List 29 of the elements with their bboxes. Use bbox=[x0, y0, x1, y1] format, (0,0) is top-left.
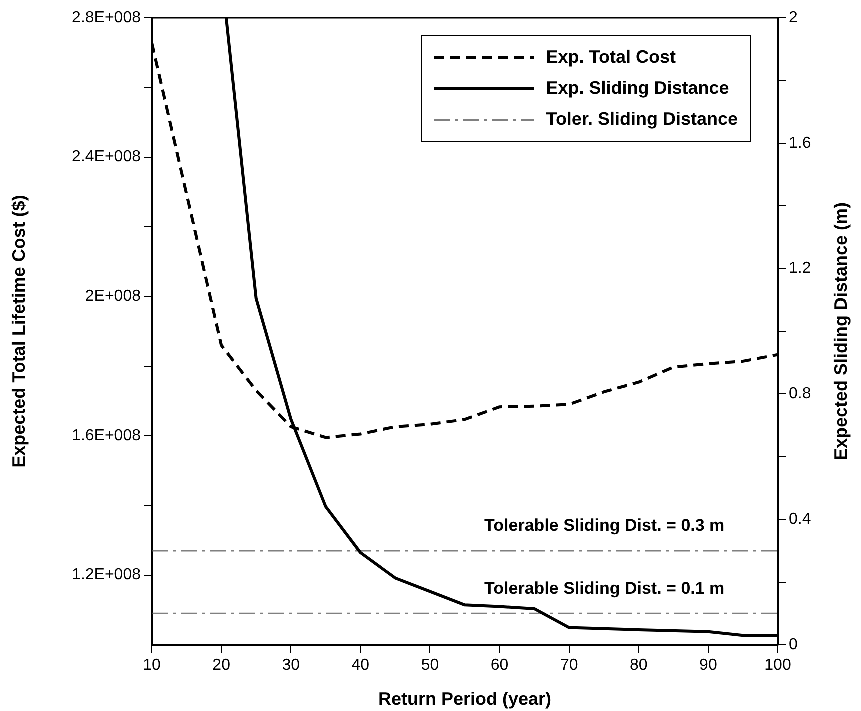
y-tick-label: 2.8E+008 bbox=[72, 9, 142, 26]
y-tick-label: 2.4E+008 bbox=[72, 148, 142, 166]
annotation: Tolerable Sliding Dist. = 0.1 m bbox=[484, 578, 725, 598]
y2-tick-label: 0.4 bbox=[789, 511, 812, 528]
y-axis-title: Expected Total Lifetime Cost ($) bbox=[8, 195, 29, 468]
x-tick-label: 10 bbox=[143, 657, 161, 674]
y-tick-label: 2E+008 bbox=[85, 288, 142, 306]
legend-label: Toler. Sliding Distance bbox=[546, 109, 738, 130]
x-tick-label: 30 bbox=[282, 657, 300, 674]
x-tick-label: 100 bbox=[764, 657, 792, 674]
y2-tick-label: 0 bbox=[789, 636, 798, 654]
x-tick-label: 70 bbox=[560, 657, 578, 674]
y2-axis-title: Expected Sliding Distance (m) bbox=[830, 202, 851, 461]
x-tick-label: 20 bbox=[212, 657, 231, 674]
legend-label: Exp. Total Cost bbox=[546, 47, 676, 68]
x-tick-label: 60 bbox=[490, 657, 509, 674]
x-tick-label: 90 bbox=[700, 657, 718, 674]
x-tick-label: 80 bbox=[630, 657, 648, 674]
y2-tick-label: 1.6 bbox=[789, 134, 812, 152]
y2-tick-label: 0.8 bbox=[789, 386, 812, 403]
y2-tick-label: 2 bbox=[789, 9, 798, 26]
y2-tick-label: 1.2 bbox=[789, 260, 812, 278]
x-tick-label: 50 bbox=[421, 657, 440, 674]
legend-label: Exp. Sliding Distance bbox=[546, 78, 730, 99]
x-tick-label: 40 bbox=[352, 657, 370, 674]
annotation: Tolerable Sliding Dist. = 0.3 m bbox=[484, 516, 725, 536]
y-tick-label: 1.2E+008 bbox=[72, 566, 142, 584]
y-tick-label: 1.6E+008 bbox=[72, 427, 142, 444]
x-axis-title: Return Period (year) bbox=[378, 689, 552, 710]
